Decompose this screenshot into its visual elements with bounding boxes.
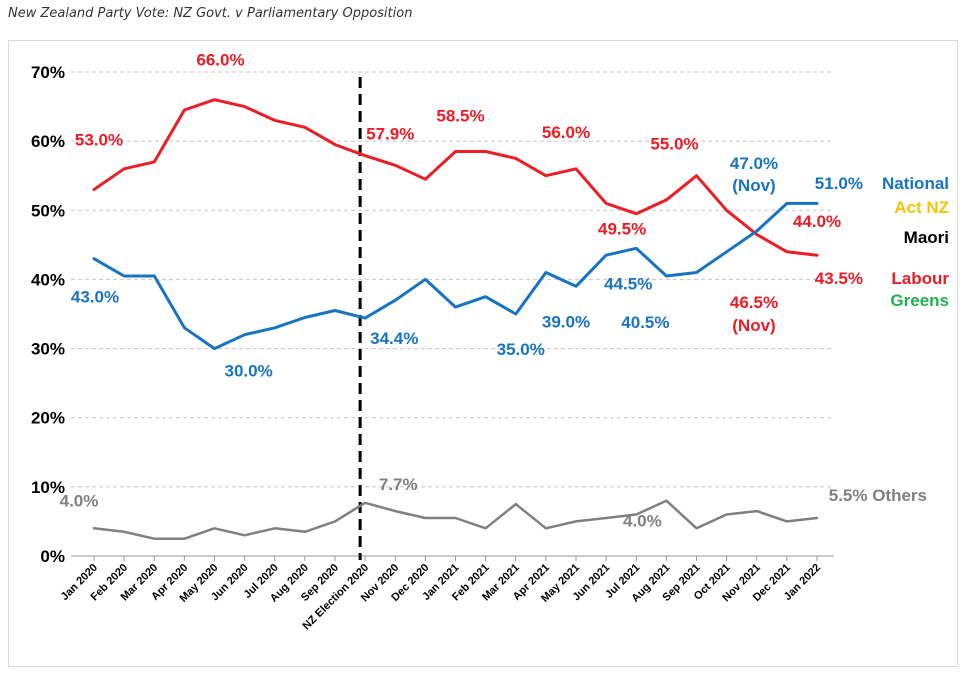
data-label: 66.0% [196,51,244,70]
y-tick-label: 30% [31,340,65,359]
y-tick-label: 70% [31,63,65,82]
chart-title: New Zealand Party Vote: NZ Govt. v Parli… [8,6,413,21]
data-label: 35.0% [497,340,545,359]
y-tick-label: 40% [31,270,65,289]
others-series-line [92,499,819,540]
legend-entry: Act NZ [894,198,949,217]
data-label: 49.5% [598,219,646,238]
legend-entry: 51.0% [815,174,863,193]
nov-annotation-note: (Nov) [732,176,775,195]
y-tick-label: 60% [31,132,65,151]
y-tick-label: 50% [31,201,65,220]
data-label: 34.4% [370,329,418,348]
chart-frame: 0% 10% 20% 30% 40% 50% 60% 70% Jan 2020 Feb 2020 M… [8,40,958,667]
data-label: 4.0% [60,491,99,510]
y-tick-label: 20% [31,409,65,428]
legend-entry: 43.5% [815,269,863,288]
data-label: 57.9% [366,124,414,143]
data-label: 53.0% [75,131,123,150]
nov-annotation-value: 46.5% [730,293,778,312]
nov-annotation-value: 47.0% [730,154,778,173]
data-label: 40.5% [621,313,669,332]
data-label: 44.0% [793,212,841,231]
data-label: 30.0% [225,362,273,381]
data-label: 44.5% [604,274,652,293]
legend-entry: Greens [890,291,949,310]
legend-entry: Labour [891,269,949,288]
legend-entry: Maori [904,228,949,247]
data-label: 7.7% [379,475,418,494]
y-tick-label: 10% [31,478,65,497]
data-label: 39.0% [542,312,590,331]
data-label: 56.0% [542,123,590,142]
y-tick-label: 0% [40,547,65,566]
data-label: 43.0% [71,288,119,307]
govt-series-line [92,98,819,257]
opposition-series-line [92,201,819,351]
data-label: 55.0% [650,135,698,154]
legend-entry: 5.5% Others [829,486,927,505]
data-label: 58.5% [436,107,484,126]
legend-entry: National [882,174,949,193]
data-label: 4.0% [623,512,662,531]
nov-annotation-note: (Nov) [732,316,775,335]
